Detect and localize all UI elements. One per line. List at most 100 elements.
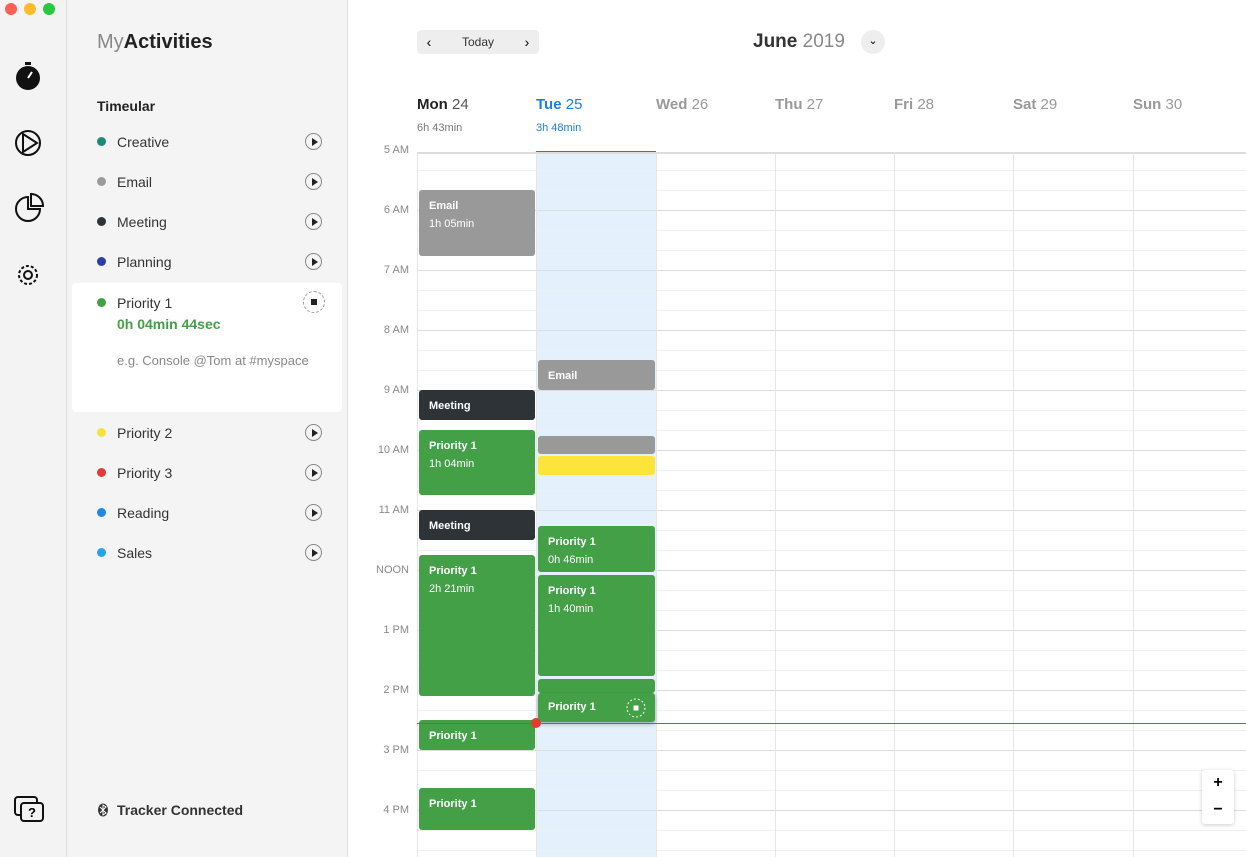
hour-label: 6 AM (383, 204, 409, 216)
activity[interactable]: Priority 2 (67, 413, 347, 453)
event[interactable] (538, 679, 655, 693)
event[interactable]: Priority 1 1h 40min (538, 575, 655, 676)
activity[interactable]: Priority 3 (67, 453, 347, 493)
event[interactable] (538, 456, 655, 475)
column-line (775, 153, 776, 857)
day-header[interactable]: Thu 27 (775, 96, 823, 113)
play-button[interactable] (305, 253, 322, 270)
stop-button[interactable] (303, 291, 325, 313)
day-header[interactable]: Mon 24 (417, 96, 469, 113)
activity[interactable]: Meeting (67, 202, 347, 242)
event[interactable]: Priority 1 (419, 720, 535, 750)
activity-dot (97, 177, 106, 186)
activity-name: Reading (117, 505, 170, 521)
event[interactable] (538, 436, 655, 454)
play-button[interactable] (305, 464, 322, 481)
hour-line (417, 690, 1246, 691)
day-date: 30 (1165, 96, 1183, 113)
play-button[interactable] (305, 173, 322, 190)
day-header[interactable]: Sun 30 (1133, 96, 1182, 113)
maximize[interactable] (43, 3, 55, 15)
hour-line (417, 810, 1246, 811)
hour-line (417, 390, 1246, 391)
note-input[interactable]: e.g. Console @Tom at #myspace (117, 353, 309, 368)
event-label: Meeting (429, 520, 471, 532)
day-name: Sat (1013, 96, 1037, 113)
day-header[interactable]: Sat 29 (1013, 96, 1057, 113)
activity[interactable]: Creative (67, 122, 347, 162)
half-hour-line (417, 550, 1246, 551)
event-label: Priority 1 (429, 798, 477, 810)
event-label: Email (548, 370, 578, 382)
header-rule (417, 152, 1246, 154)
activity-active[interactable]: Priority 1 0h 04min 44sec e.g. Console @To… (72, 283, 342, 412)
activity-name: Priority 3 (117, 465, 173, 481)
event-duration: 0h 46min (548, 554, 594, 566)
play-button[interactable] (305, 424, 322, 441)
event[interactable]: Meeting (419, 390, 535, 420)
event[interactable]: Priority 1 2h 21min (419, 555, 535, 696)
help-icon[interactable]: ? (13, 795, 45, 825)
day-name: Sun (1133, 96, 1162, 113)
half-hour-line (417, 430, 1246, 431)
event[interactable]: Email 1h 05min (419, 190, 535, 256)
event[interactable]: Meeting (419, 510, 535, 540)
activity-name: Priority 1 (117, 295, 173, 311)
event-label: Priority 1 (548, 536, 596, 548)
half-hour-line (417, 170, 1246, 171)
activity-name: Email (117, 174, 153, 190)
hour-line (417, 270, 1246, 271)
next[interactable]: › (524, 34, 530, 50)
play-button[interactable] (305, 133, 322, 150)
event-running[interactable]: Priority 1 (538, 693, 655, 722)
event-duration: 2h 21min (429, 583, 475, 595)
play-button[interactable] (305, 544, 322, 561)
icon-rail: ? (0, 0, 67, 857)
play-button[interactable] (305, 213, 322, 230)
today-column (536, 153, 656, 857)
half-hour-line (417, 290, 1246, 291)
month-picker[interactable]: ⌄ (861, 30, 885, 54)
now-line (417, 723, 1246, 724)
today-button[interactable]: Today (461, 35, 495, 49)
activities-panel: MyActivities Timeular Creative Email Meeti… (67, 0, 348, 857)
activity[interactable]: Reading (67, 493, 347, 533)
day-header[interactable]: Wed 26 (656, 96, 708, 113)
svg-text:?: ? (28, 805, 36, 820)
half-hour-line (417, 670, 1246, 671)
activity[interactable]: Email (67, 162, 347, 202)
date-nav: ‹ Today › (417, 30, 539, 54)
column-line (894, 153, 895, 857)
event[interactable]: Email (538, 360, 655, 390)
close[interactable] (5, 3, 17, 15)
title-prefix: My (97, 31, 124, 53)
day-header[interactable]: Fri 28 (894, 96, 934, 113)
half-hour-line (417, 250, 1246, 251)
hour-label: 11 AM (378, 504, 409, 516)
event-duration: 1h 04min (429, 458, 475, 470)
half-hour-line (417, 530, 1246, 531)
play-button[interactable] (305, 504, 322, 521)
year: 2019 (802, 31, 845, 52)
day-header[interactable]: Tue 25 (536, 96, 582, 113)
event[interactable]: Priority 1 (419, 788, 535, 830)
event[interactable]: Priority 1 1h 04min (419, 430, 535, 495)
stop-icon[interactable] (625, 697, 647, 719)
minimize[interactable] (24, 3, 36, 15)
hour-line (417, 630, 1246, 631)
hour-label: 9 AM (383, 384, 409, 396)
zoom-in[interactable]: + (1213, 774, 1223, 791)
activity[interactable]: Planning (67, 242, 347, 282)
half-hour-line (417, 610, 1246, 611)
now-dot (531, 718, 541, 728)
day-date: 27 (806, 96, 824, 113)
nav-icons[interactable] (12, 60, 44, 300)
event[interactable]: Priority 1 0h 46min (538, 526, 655, 572)
activity[interactable]: Sales (67, 533, 347, 573)
activity-name: Planning (117, 254, 172, 270)
prev[interactable]: ‹ (426, 34, 432, 50)
day-date: 29 (1040, 96, 1058, 113)
activity-dot (97, 468, 106, 477)
zoom-out[interactable]: − (1213, 801, 1223, 818)
